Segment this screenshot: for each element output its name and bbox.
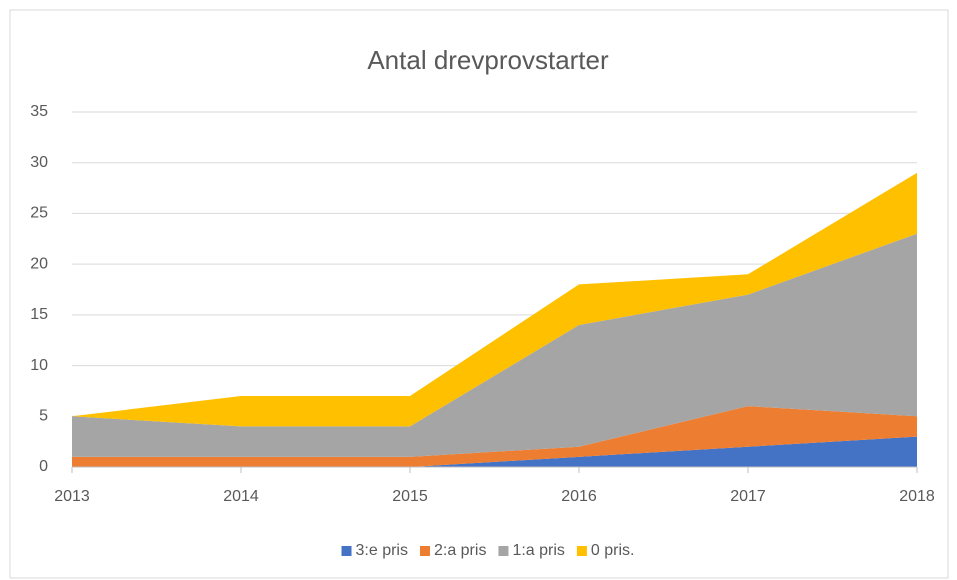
- chart-title: Antal drevprovstarter: [367, 45, 609, 75]
- x-tick-label: 2017: [730, 488, 766, 505]
- x-tick-label: 2013: [54, 488, 90, 505]
- legend-swatch: [341, 546, 352, 556]
- y-tick-label: 20: [30, 255, 48, 272]
- y-tick-label: 35: [30, 103, 48, 120]
- legend-swatch: [576, 546, 587, 556]
- legend-label: 3:e pris: [356, 542, 408, 559]
- y-tick-label: 30: [30, 154, 48, 171]
- legend-swatch: [419, 546, 430, 556]
- y-tick-label: 15: [30, 306, 48, 323]
- area: [72, 406, 917, 467]
- area: [72, 172, 917, 427]
- area: [72, 436, 917, 467]
- legend-swatch: [498, 546, 509, 556]
- legend-label: 0 pris.: [591, 542, 635, 559]
- legend-label: 1:a pris: [512, 542, 564, 559]
- y-tick-label: 10: [30, 357, 48, 374]
- y-tick-label: 25: [30, 205, 48, 222]
- x-tick-label: 2014: [223, 488, 259, 505]
- x-tick-label: 2018: [899, 488, 935, 505]
- x-tick-label: 2015: [392, 488, 428, 505]
- y-tick-label: 5: [39, 408, 48, 425]
- area: [72, 233, 917, 457]
- x-tick-label: 2016: [561, 488, 597, 505]
- legend-label: 2:a pris: [434, 542, 486, 559]
- y-tick-label: 0: [39, 458, 48, 475]
